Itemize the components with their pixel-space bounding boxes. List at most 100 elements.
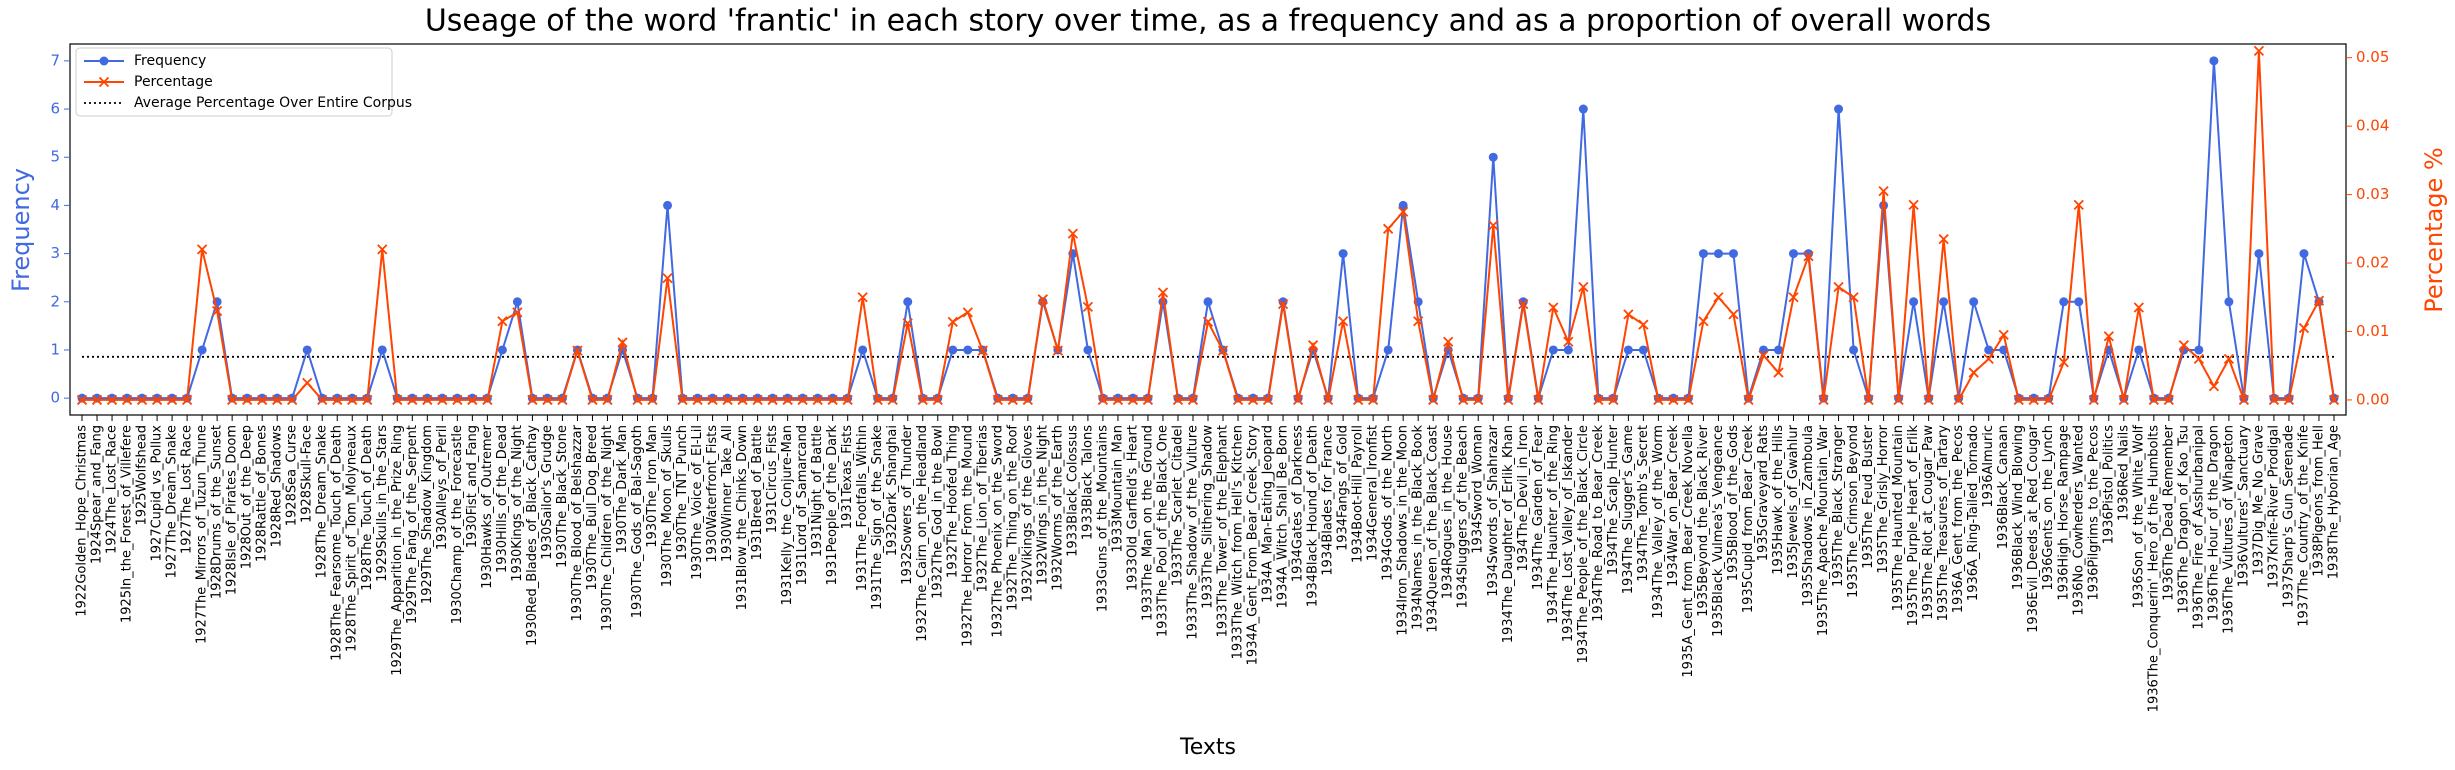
- x-tick-label: 1936High_Horse_Rampage: [2056, 425, 2071, 601]
- y2-tick-label: 0.00: [2356, 390, 2389, 408]
- point: [1969, 297, 1979, 307]
- x-tick-label: 1933Guns_of_the_Mountains: [1095, 425, 1110, 612]
- x-tick-label: 1938The_Hyborian_Age: [2326, 425, 2341, 579]
- point: [347, 394, 358, 406]
- x-tick-label: 1935A_Gent_from_Bear_Creek_Novella: [1681, 425, 1696, 678]
- x-tick-label: 1935The_Apache_Mountain_War: [1816, 424, 1831, 636]
- x-tick-label: 1936Red_Nails: [2116, 425, 2131, 521]
- x-tick-label: 1929The_Fang_of_the_Serpent: [405, 425, 420, 624]
- point: [302, 377, 313, 388]
- x-tick-label: 1930The_Moon_of_Skulls: [660, 425, 675, 587]
- point: [1008, 393, 1018, 403]
- x-tick-label: 1922Golden_Hope_Christmas: [75, 425, 90, 617]
- point: [1383, 345, 1393, 355]
- x-tick-label: 1931Breed_of_Battle: [750, 425, 765, 561]
- point: [1833, 281, 1844, 293]
- point: [497, 345, 507, 355]
- point: [1834, 104, 1844, 114]
- point: [2223, 353, 2235, 365]
- point: [1203, 297, 1213, 307]
- x-tick-label: 1936The_Dead_Remember: [2161, 424, 2176, 601]
- point: [887, 394, 898, 406]
- point: [1788, 292, 1799, 303]
- x-tick-label: 1924The_Lost_Race: [105, 425, 120, 554]
- point: [2028, 394, 2039, 406]
- point: [783, 393, 793, 403]
- point: [211, 305, 223, 317]
- x-tick-label: 1936No_Cowherders_Wanted: [2071, 425, 2086, 616]
- x-tick-label: 1935The_Grisly_Horror: [1876, 424, 1891, 573]
- x-tick-label: 1928Rattle_of_Bones: [255, 425, 270, 562]
- point: [2194, 345, 2204, 355]
- point: [467, 393, 477, 403]
- point: [917, 394, 928, 406]
- x-tick-label: 1935The_Riot_at_Cougar_Paw: [1921, 425, 1936, 620]
- point: [91, 394, 103, 406]
- point: [1232, 394, 1244, 406]
- x-tick-label: 1934Sluggers_of_the_Beach: [1456, 425, 1471, 608]
- point: [1713, 249, 1723, 259]
- point: [137, 393, 147, 403]
- point: [136, 394, 148, 406]
- x-tick-label: 1930Fist_and_Fang: [465, 425, 480, 548]
- x-tick-label: 1934The_Tomb's_Secret: [1636, 425, 1651, 582]
- point: [227, 394, 238, 406]
- point: [77, 393, 87, 403]
- x-tick-label: 1934The_Daughter_of_Erlik_Khan: [1501, 425, 1516, 643]
- x-tick-label: 1932Vikings_of_the_Gloves: [1020, 425, 1035, 602]
- point: [347, 393, 357, 403]
- x-tick-label: 1933The_Witch_from_Hell's_Kitchen: [1231, 425, 1246, 659]
- x-tick-label: 1934The_Slugger's_Game: [1621, 425, 1636, 594]
- x-tick-label: 1936Black_Canaan: [1996, 425, 2011, 549]
- point: [2254, 249, 2264, 259]
- point: [1277, 298, 1289, 310]
- point: [1593, 394, 1604, 406]
- x-tick-label: 1935Graveyard_Rats: [1756, 425, 1771, 561]
- point: [2043, 394, 2054, 406]
- x-tick-label: 1934Iron_Shadows_in_the_Moon: [1396, 425, 1411, 636]
- point: [1112, 394, 1124, 406]
- point: [1804, 249, 1814, 259]
- point: [1503, 394, 1514, 406]
- x-tick-label: 1928The_Fearsome_Touch_of_Death: [330, 425, 345, 661]
- y2-tick-label: 0.03: [2356, 185, 2389, 203]
- x-tick-label: 1934Sword_Woman: [1471, 425, 1486, 554]
- point: [1067, 228, 1079, 239]
- point: [1758, 350, 1769, 361]
- x-tick-label: 1928Out_of_the_Deep: [240, 425, 255, 569]
- point: [1337, 316, 1349, 327]
- point: [2178, 340, 2189, 351]
- y2-tick-label: 0.02: [2356, 254, 2389, 272]
- point: [407, 394, 418, 406]
- point: [1698, 249, 1708, 259]
- point: [2133, 302, 2144, 313]
- point: [196, 244, 208, 255]
- point: [1518, 298, 1529, 310]
- legend-label: Average Percentage Over Entire Corpus: [134, 95, 412, 111]
- x-tick-label: 1933Black_Colossus: [1065, 425, 1080, 557]
- point: [407, 393, 417, 403]
- x-tick-label: 1935Hawk_of_the_Hills: [1771, 425, 1786, 575]
- point: [166, 394, 178, 406]
- x-tick-label: 1934The_Valley_of_the_Worm: [1651, 425, 1666, 619]
- point: [1578, 104, 1588, 114]
- x-tick-label: 1935Jewels_of_Gwahlur: [1786, 424, 1801, 578]
- x-tick-label: 1936The_Fire_of_Asshurbanipal: [2191, 425, 2206, 630]
- point: [903, 297, 913, 307]
- point: [663, 200, 673, 210]
- point: [107, 393, 117, 403]
- point: [2238, 394, 2250, 406]
- point: [272, 393, 282, 403]
- point: [572, 345, 583, 356]
- x-tick-label: 1932Wings_in_the_Night: [1035, 425, 1050, 585]
- point: [332, 393, 342, 403]
- point: [1953, 394, 1964, 406]
- point: [602, 394, 613, 406]
- x-tick-label: 1936Gents_on_the_Lynch: [2041, 425, 2056, 591]
- point: [737, 394, 748, 406]
- x-tick-label: 1933The_Shadow_of_the_Vulture: [1185, 425, 1200, 640]
- point: [1998, 329, 2009, 341]
- x-tick-label: 1932The_Phoenix_on_the_Sword: [990, 425, 1005, 638]
- point: [2299, 249, 2309, 259]
- point: [872, 394, 883, 406]
